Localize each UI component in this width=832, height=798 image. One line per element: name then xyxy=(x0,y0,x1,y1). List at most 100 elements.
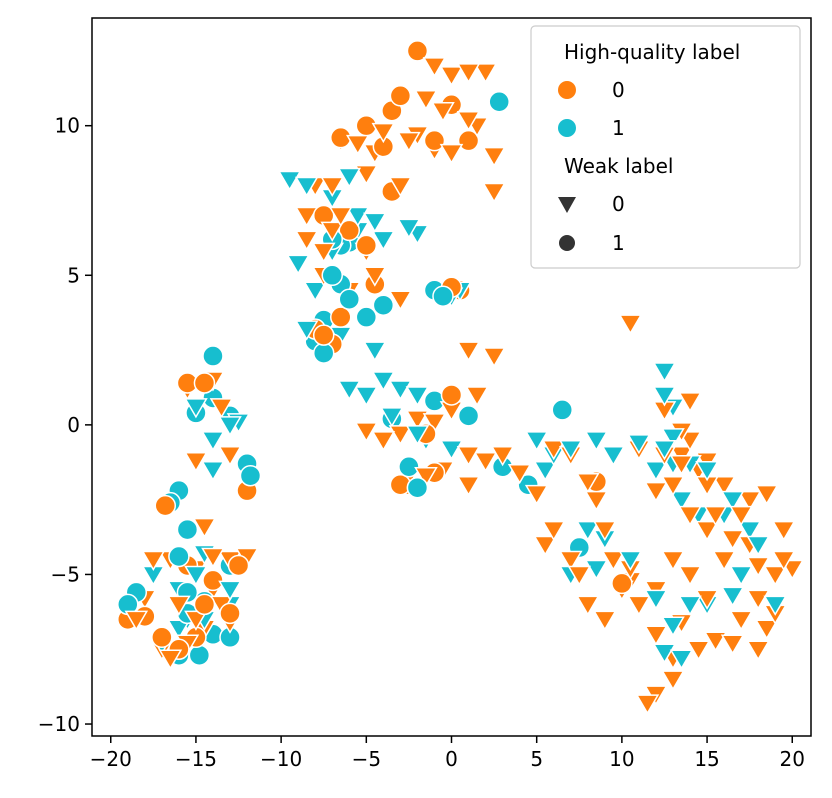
x-tick-label: −20 xyxy=(90,747,132,771)
point-hq0-weak0 xyxy=(703,505,728,527)
x-tick-label: 10 xyxy=(609,747,634,771)
point-hq1-weak1 xyxy=(188,644,211,666)
point-hq1-weak0 xyxy=(201,460,225,482)
y-tick-label: 10 xyxy=(55,114,80,138)
point-hq1-weak0 xyxy=(184,398,208,419)
point-hq0-weak0 xyxy=(575,595,600,616)
point-hq1-weak0 xyxy=(720,490,745,512)
point-hq0-weak0 xyxy=(422,413,447,434)
x-tick-label: 15 xyxy=(694,747,719,771)
point-hq1-weak0 xyxy=(652,362,677,383)
point-hq0-weak0 xyxy=(661,670,685,691)
point-hq0-weak1 xyxy=(423,129,446,152)
point-hq0-weak0 xyxy=(669,455,694,476)
point-hq0-weak1 xyxy=(330,306,352,328)
point-hq0-weak1 xyxy=(219,602,241,625)
y-tick-label: −10 xyxy=(38,712,80,736)
point-hq0-weak0 xyxy=(192,517,217,539)
point-hq0-weak0 xyxy=(456,110,481,132)
point-hq1-weak0 xyxy=(533,460,558,482)
point-hq0-weak0 xyxy=(294,230,319,251)
point-hq1-weak0 xyxy=(439,440,464,461)
legend-box xyxy=(530,25,801,269)
point-hq0-weak0 xyxy=(439,143,464,165)
point-hq1-weak0 xyxy=(167,619,191,640)
point-hq0-weak0 xyxy=(209,398,234,419)
point-hq0-weak0 xyxy=(371,431,396,452)
point-hq0-weak0 xyxy=(737,490,762,512)
point-hq0-weak0 xyxy=(678,505,702,527)
point-hq1-weak0 xyxy=(371,230,396,251)
point-hq0-weak0 xyxy=(320,176,345,198)
point-hq0-weak1 xyxy=(151,626,173,649)
point-hq0-weak0 xyxy=(695,589,719,610)
x-tick-label: 20 xyxy=(780,747,805,771)
point-hq0-weak0 xyxy=(746,589,770,610)
x-tick-label: 5 xyxy=(530,747,543,771)
point-hq1-weak0 xyxy=(303,281,328,302)
point-hq0-weak0 xyxy=(593,610,617,631)
point-hq0-weak0 xyxy=(422,57,447,78)
point-hq0-weak0 xyxy=(141,550,166,571)
point-hq0-weak0 xyxy=(712,475,736,497)
point-hq1-weak0 xyxy=(201,431,225,452)
point-hq0-weak0 xyxy=(644,481,668,503)
point-hq0-weak1 xyxy=(227,554,250,577)
point-hq0-weak0 xyxy=(184,610,208,631)
point-hq0-weak0 xyxy=(482,347,506,368)
point-hq1-weak0 xyxy=(763,595,788,616)
point-hq1-weak0 xyxy=(405,386,430,407)
point-hq1-weak0 xyxy=(354,386,379,407)
point-hq1-weak0 xyxy=(652,440,677,461)
point-hq0-weak1 xyxy=(338,219,361,242)
point-hq0-weak0 xyxy=(363,266,387,287)
point-hq1-weak1 xyxy=(321,264,343,287)
legend-hue-1-marker xyxy=(558,119,576,137)
point-hq1-weak1 xyxy=(312,342,335,364)
point-hq0-weak0 xyxy=(533,535,558,557)
point-hq0-weak0 xyxy=(431,101,455,123)
point-hq1-weak1 xyxy=(488,91,510,113)
point-hq1-weak0 xyxy=(729,565,753,586)
x-axis: −20 −15 −10 −5 0 5 10 15 20 xyxy=(90,736,805,771)
point-hq0-weak0 xyxy=(644,625,668,646)
point-hq0-weak0 xyxy=(482,182,506,204)
point-hq0-weak0 xyxy=(593,520,617,542)
point-hq0-weak0 xyxy=(124,610,149,631)
point-hq0-weak0 xyxy=(167,595,191,616)
point-hq1-weak1 xyxy=(372,294,395,316)
point-hq1-weak1 xyxy=(355,306,378,328)
point-hq0-weak0 xyxy=(524,484,549,506)
point-hq0-weak1 xyxy=(154,494,177,517)
point-hq0-weak0 xyxy=(746,640,770,661)
legend-hue-1-label: 1 xyxy=(612,116,625,140)
point-hq0-weak0 xyxy=(541,520,566,542)
point-hq1-weak1 xyxy=(202,345,224,367)
point-hq1-weak1 xyxy=(406,476,429,499)
point-hq1-weak0 xyxy=(584,559,609,580)
data-markers xyxy=(117,40,805,715)
point-hq0-weak0 xyxy=(320,221,345,242)
point-hq1-weak0 xyxy=(218,580,242,601)
point-hq1-weak0 xyxy=(294,176,319,198)
point-hq1-weak0 xyxy=(397,218,421,239)
point-hq0-weak1 xyxy=(440,384,463,406)
point-hq1-weak0 xyxy=(371,371,396,392)
point-hq1-weak0 xyxy=(337,380,362,401)
point-hq1-weak0 xyxy=(644,460,668,482)
point-hq1-weak0 xyxy=(669,490,694,512)
point-hq1-weak0 xyxy=(601,446,626,467)
point-hq1-weak1 xyxy=(239,464,262,487)
point-hq0-weak0 xyxy=(720,529,745,551)
point-hq1-weak0 xyxy=(380,407,404,428)
point-hq1-weak0 xyxy=(294,320,319,341)
point-hq1-weak1 xyxy=(338,288,361,310)
point-hq0-weak0 xyxy=(456,446,481,467)
legend-hue-0-marker xyxy=(558,81,576,99)
point-hq0-weak0 xyxy=(482,146,506,168)
point-hq0-weak0 xyxy=(661,550,685,571)
point-hq0-weak0 xyxy=(695,520,719,542)
point-hq1-weak0 xyxy=(575,520,600,542)
point-hq0-weak0 xyxy=(703,631,728,652)
